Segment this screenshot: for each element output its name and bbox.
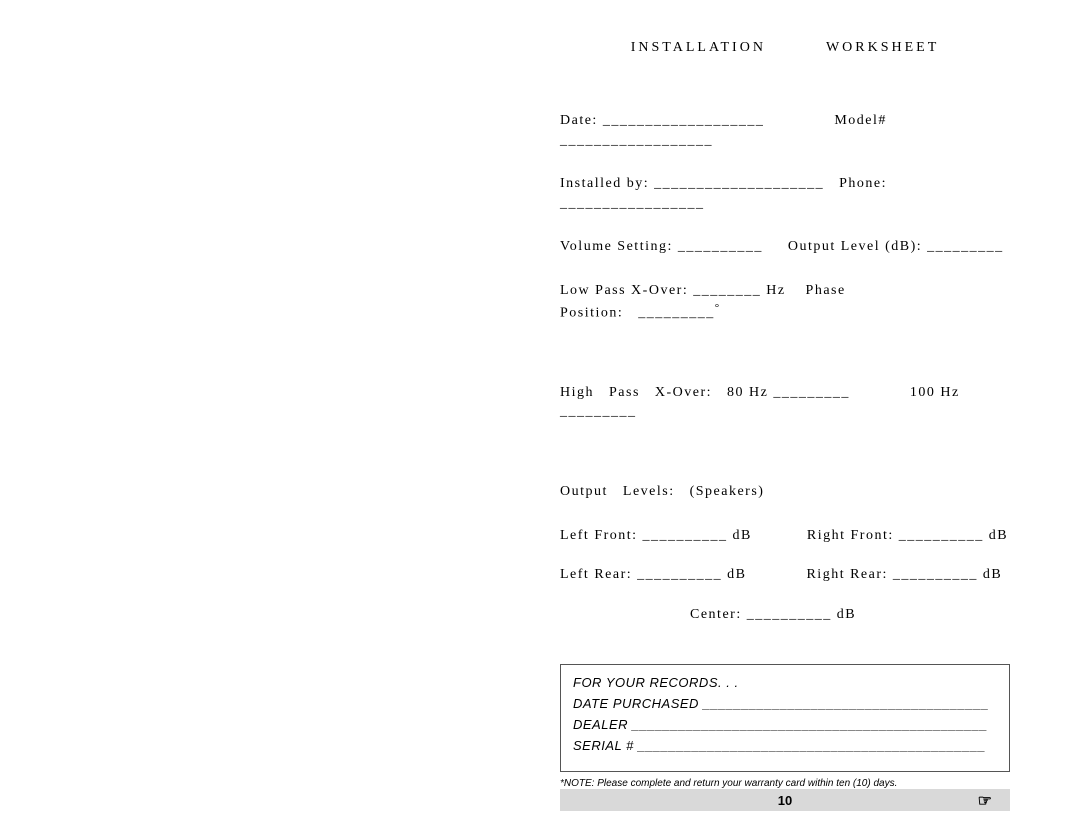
page-footer: 10 ☞ [560, 789, 1010, 811]
row-center-speaker: Center: __________ dB [560, 605, 1010, 625]
hand-pointer-icon: ☞ [978, 791, 992, 811]
row-lowpass-text: Low Pass X-Over: ________ Hz Phase Posit… [560, 283, 846, 320]
records-box: FOR YOUR RECORDS. . . DATE PURCHASED ___… [560, 664, 1010, 772]
row-output-levels-title: Output Levels: (Speakers) [560, 482, 1010, 502]
header-installation: INSTALLATION [631, 40, 766, 56]
row-lowpass-phase: Low Pass X-Over: ________ Hz Phase Posit… [560, 281, 1010, 323]
header-worksheet: WORKSHEET [826, 40, 939, 56]
page-number: 10 [778, 793, 792, 808]
row-date-model: Date: ___________________ Model# _______… [560, 111, 1010, 150]
records-serial: SERIAL # _______________________________… [573, 738, 997, 753]
row-front-speakers: Left Front: __________ dB Right Front: _… [560, 526, 1010, 546]
worksheet-page: INSTALLATION WORKSHEET Date: ___________… [560, 40, 1010, 789]
warranty-note: *NOTE: Please complete and return your w… [560, 778, 1010, 789]
row-volume-output: Volume Setting: __________ Output Level … [560, 237, 1010, 257]
row-installed-phone: Installed by: ____________________ Phone… [560, 174, 1010, 213]
row-rear-speakers: Left Rear: __________ dB Right Rear: ___… [560, 565, 1010, 585]
degree-symbol: ° [715, 302, 721, 314]
records-date-purchased: DATE PURCHASED _________________________… [573, 696, 997, 711]
page-header: INSTALLATION WORKSHEET [560, 40, 1010, 56]
row-highpass: High Pass X-Over: 80 Hz _________ 100 Hz… [560, 383, 1010, 422]
records-dealer: DEALER _________________________________… [573, 717, 997, 732]
records-title: FOR YOUR RECORDS. . . [573, 675, 997, 690]
